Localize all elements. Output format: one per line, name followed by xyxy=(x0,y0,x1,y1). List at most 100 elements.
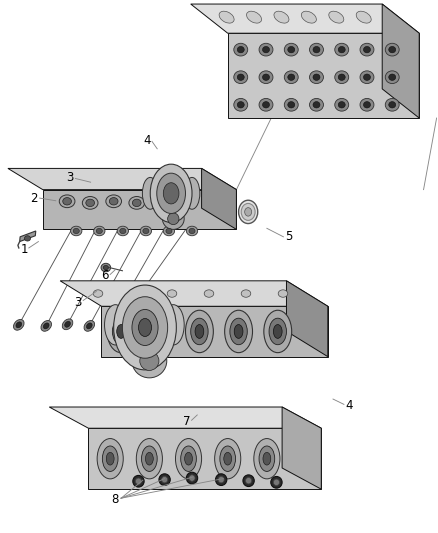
Ellipse shape xyxy=(117,226,128,236)
Ellipse shape xyxy=(313,46,320,53)
Ellipse shape xyxy=(284,43,298,56)
Polygon shape xyxy=(228,33,419,118)
Ellipse shape xyxy=(106,195,121,208)
Ellipse shape xyxy=(120,228,126,233)
Ellipse shape xyxy=(162,305,184,345)
Ellipse shape xyxy=(241,204,255,220)
Ellipse shape xyxy=(313,102,320,108)
Ellipse shape xyxy=(364,46,371,53)
Text: 7: 7 xyxy=(183,415,190,429)
Ellipse shape xyxy=(142,177,158,209)
Ellipse shape xyxy=(288,102,295,108)
Ellipse shape xyxy=(73,228,79,233)
Ellipse shape xyxy=(269,318,286,345)
Ellipse shape xyxy=(94,226,105,236)
Ellipse shape xyxy=(152,195,168,208)
Ellipse shape xyxy=(105,305,126,345)
Ellipse shape xyxy=(335,43,349,56)
Ellipse shape xyxy=(59,195,75,208)
Ellipse shape xyxy=(132,344,167,378)
Ellipse shape xyxy=(86,323,92,329)
Ellipse shape xyxy=(288,46,295,53)
Ellipse shape xyxy=(264,310,292,353)
Ellipse shape xyxy=(215,474,227,486)
Ellipse shape xyxy=(385,43,399,56)
Ellipse shape xyxy=(122,306,133,317)
Ellipse shape xyxy=(163,226,175,236)
Polygon shape xyxy=(20,231,36,241)
Text: 6: 6 xyxy=(101,269,109,282)
Ellipse shape xyxy=(310,43,323,56)
Ellipse shape xyxy=(181,446,196,471)
Text: 2: 2 xyxy=(30,192,38,205)
Ellipse shape xyxy=(360,71,374,84)
Ellipse shape xyxy=(389,46,396,53)
Polygon shape xyxy=(60,281,328,306)
Ellipse shape xyxy=(310,99,323,111)
Ellipse shape xyxy=(108,319,114,325)
Ellipse shape xyxy=(129,197,145,209)
Ellipse shape xyxy=(234,71,248,84)
Ellipse shape xyxy=(234,43,248,56)
Text: 8: 8 xyxy=(112,494,119,506)
Ellipse shape xyxy=(159,474,170,486)
Ellipse shape xyxy=(234,99,248,111)
Ellipse shape xyxy=(301,11,316,23)
Ellipse shape xyxy=(338,46,345,53)
Ellipse shape xyxy=(230,318,247,345)
Ellipse shape xyxy=(237,46,244,53)
Ellipse shape xyxy=(237,102,244,108)
Ellipse shape xyxy=(338,102,345,108)
Ellipse shape xyxy=(364,74,371,80)
Ellipse shape xyxy=(259,43,273,56)
Ellipse shape xyxy=(262,74,269,80)
Ellipse shape xyxy=(179,199,187,207)
Ellipse shape xyxy=(65,321,71,327)
Ellipse shape xyxy=(110,198,118,205)
Polygon shape xyxy=(286,281,328,357)
Polygon shape xyxy=(382,4,419,118)
Ellipse shape xyxy=(356,11,371,23)
Ellipse shape xyxy=(106,317,117,328)
Ellipse shape xyxy=(71,226,82,236)
Ellipse shape xyxy=(189,228,195,233)
Ellipse shape xyxy=(168,213,179,224)
Ellipse shape xyxy=(117,325,125,338)
Ellipse shape xyxy=(25,236,31,241)
Ellipse shape xyxy=(16,322,21,328)
Ellipse shape xyxy=(389,102,396,108)
Text: 3: 3 xyxy=(74,296,81,309)
Ellipse shape xyxy=(274,11,289,23)
Ellipse shape xyxy=(130,290,140,297)
Ellipse shape xyxy=(284,71,298,84)
Ellipse shape xyxy=(224,453,232,465)
Ellipse shape xyxy=(138,318,152,336)
Ellipse shape xyxy=(84,320,95,332)
Ellipse shape xyxy=(246,478,252,484)
Ellipse shape xyxy=(364,102,371,108)
Ellipse shape xyxy=(195,325,204,338)
Ellipse shape xyxy=(167,290,177,297)
Ellipse shape xyxy=(245,208,252,216)
Ellipse shape xyxy=(162,208,184,229)
Text: 5: 5 xyxy=(285,230,292,243)
Ellipse shape xyxy=(102,446,118,471)
Text: 4: 4 xyxy=(345,399,353,412)
Ellipse shape xyxy=(132,310,158,345)
Ellipse shape xyxy=(96,228,102,233)
Ellipse shape xyxy=(385,71,399,84)
Ellipse shape xyxy=(329,11,344,23)
Ellipse shape xyxy=(185,453,192,465)
Ellipse shape xyxy=(220,446,236,471)
Ellipse shape xyxy=(284,99,298,111)
Ellipse shape xyxy=(141,446,157,471)
Ellipse shape xyxy=(152,318,169,345)
Ellipse shape xyxy=(136,439,162,479)
Ellipse shape xyxy=(186,472,198,484)
Ellipse shape xyxy=(113,318,130,345)
Ellipse shape xyxy=(204,290,214,297)
Ellipse shape xyxy=(310,71,323,84)
Ellipse shape xyxy=(97,439,123,479)
Ellipse shape xyxy=(114,285,177,370)
Ellipse shape xyxy=(234,325,243,338)
